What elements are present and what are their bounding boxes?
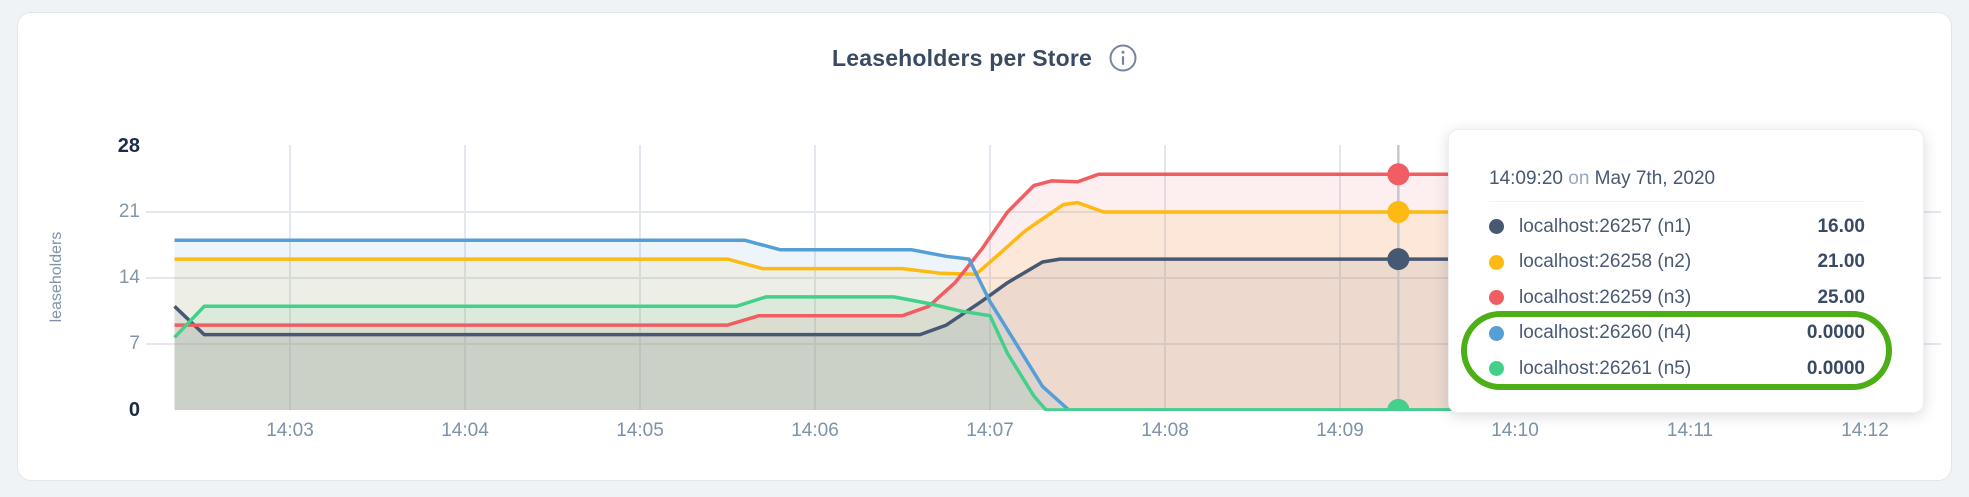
series-label: localhost:26261 (n5) (1519, 357, 1692, 379)
hover-dot (1387, 399, 1410, 411)
tooltip-row: localhost:26259 (n3) 25.00 (1489, 280, 1865, 316)
series-area (174, 202, 1458, 410)
x-tick-label: 14:09 (1316, 420, 1364, 441)
x-tick-label: 14:12 (1841, 420, 1889, 441)
hover-tooltip: 14:09:20 on May 7th, 2020 localhost:2625… (1448, 129, 1924, 413)
series-color-dot (1489, 361, 1504, 377)
series-area (174, 240, 1458, 410)
series-line (174, 172, 1458, 327)
series-line (173, 257, 1458, 337)
tooltip-date: May 7th, 2020 (1594, 168, 1716, 189)
series-color-dot (1489, 254, 1504, 270)
series-value: 21.00 (1817, 251, 1865, 273)
series-line (173, 295, 1458, 411)
series-value: 16.00 (1817, 215, 1865, 237)
x-tick-label: 14:08 (1141, 420, 1189, 441)
chart-title: Leaseholders per Store (831, 44, 1093, 71)
y-tick-label: 21 (118, 201, 140, 222)
x-tick-label: 14:06 (791, 420, 839, 441)
tooltip-on-word: on (1568, 168, 1590, 189)
x-tick-label: 14:10 (1491, 420, 1539, 441)
chart-header: Leaseholders per Store (0, 44, 1969, 72)
x-tick-label: 14:03 (266, 420, 314, 441)
series-value: 0.0000 (1806, 322, 1865, 344)
x-tick-label: 14:04 (441, 420, 489, 441)
info-icon[interactable] (1109, 44, 1137, 72)
series-value: 25.00 (1817, 286, 1865, 308)
series-line (174, 200, 1458, 276)
tooltip-row: localhost:26261 (n5) 0.0000 (1489, 351, 1865, 387)
x-tick-label: 14:07 (966, 420, 1014, 441)
x-tick-label: 14:11 (1666, 420, 1714, 441)
hover-dot (1387, 248, 1410, 271)
y-tick-label: 14 (118, 267, 140, 288)
tooltip-row: localhost:26257 (n1) 16.00 (1489, 209, 1865, 245)
hover-dot (1387, 201, 1410, 223)
series-color-dot (1489, 219, 1504, 235)
series-color-dot (1489, 290, 1504, 306)
series-color-dot (1489, 325, 1504, 341)
tooltip-timestamp: 14:09:20 on May 7th, 2020 (1489, 168, 1865, 202)
tooltip-row: localhost:26258 (n2) 21.00 (1489, 245, 1865, 281)
series-label: localhost:26258 (n2) (1519, 251, 1692, 273)
series-area (174, 174, 1458, 410)
series-line (174, 238, 1458, 411)
tooltip-rows: localhost:26257 (n1) 16.00 localhost:26258… (1489, 209, 1865, 387)
x-tick-label: 14:05 (616, 420, 664, 441)
series-label: localhost:26257 (n1) (1519, 215, 1692, 237)
hover-dot (1387, 163, 1410, 186)
tooltip-row: localhost:26260 (n4) 0.0000 (1489, 316, 1865, 352)
series-area (174, 259, 1458, 410)
series-label: localhost:26259 (n3) (1519, 286, 1692, 308)
y-tick-label: 7 (129, 333, 140, 354)
tooltip-time: 14:09:20 (1489, 168, 1563, 189)
series-value: 0.0000 (1806, 357, 1865, 379)
y-tick-label: 0 (128, 399, 140, 421)
y-tick-label: 28 (117, 135, 140, 157)
series-label: localhost:26260 (n4) (1519, 322, 1692, 344)
